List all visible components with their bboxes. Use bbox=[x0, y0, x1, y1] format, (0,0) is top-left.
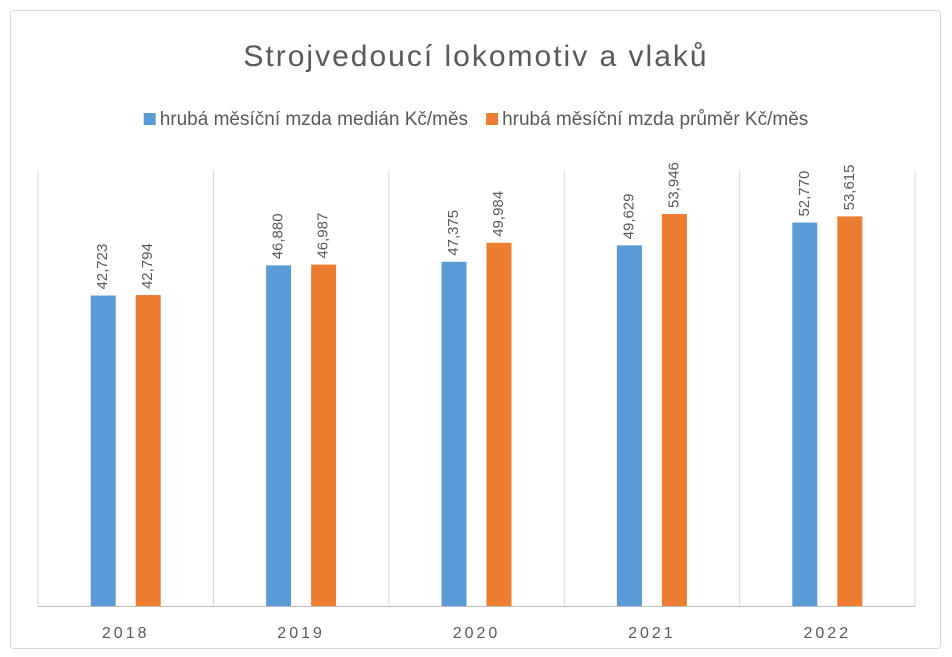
bar bbox=[311, 264, 337, 606]
x-tick-label: 2020 bbox=[453, 625, 501, 642]
x-tick-label: 2018 bbox=[102, 625, 150, 642]
value-label: 53,946 bbox=[665, 162, 682, 208]
value-label: 52,770 bbox=[796, 171, 813, 217]
x-tick-label: 2019 bbox=[277, 625, 325, 642]
x-tick-label: 2021 bbox=[628, 625, 676, 642]
value-label: 47,375 bbox=[445, 210, 462, 256]
value-label: 49,984 bbox=[490, 191, 507, 237]
legend-swatch bbox=[486, 113, 499, 125]
bar bbox=[135, 295, 161, 606]
value-label: 46,987 bbox=[315, 213, 332, 259]
value-label: 42,723 bbox=[94, 244, 111, 290]
value-label: 53,615 bbox=[841, 165, 858, 211]
chart-title: Strojvedoucí lokomotiv a vlaků bbox=[243, 40, 708, 73]
bar bbox=[661, 213, 687, 606]
bar bbox=[266, 265, 292, 606]
bar bbox=[441, 261, 467, 606]
legend-label: hrubá měsíční mzda průměr Kč/měs bbox=[502, 109, 808, 130]
value-label: 42,794 bbox=[139, 243, 156, 289]
bar bbox=[486, 242, 512, 606]
bar bbox=[792, 222, 818, 606]
chart-border bbox=[10, 10, 941, 649]
bar bbox=[616, 245, 642, 606]
legend-label: hrubá měsíční mzda medián Kč/měs bbox=[160, 109, 468, 130]
value-label: 49,629 bbox=[620, 193, 637, 239]
bar bbox=[837, 216, 863, 607]
value-label: 46,880 bbox=[270, 213, 287, 259]
x-tick-label: 2022 bbox=[804, 625, 852, 642]
bar bbox=[90, 295, 116, 606]
legend-swatch bbox=[143, 113, 156, 125]
